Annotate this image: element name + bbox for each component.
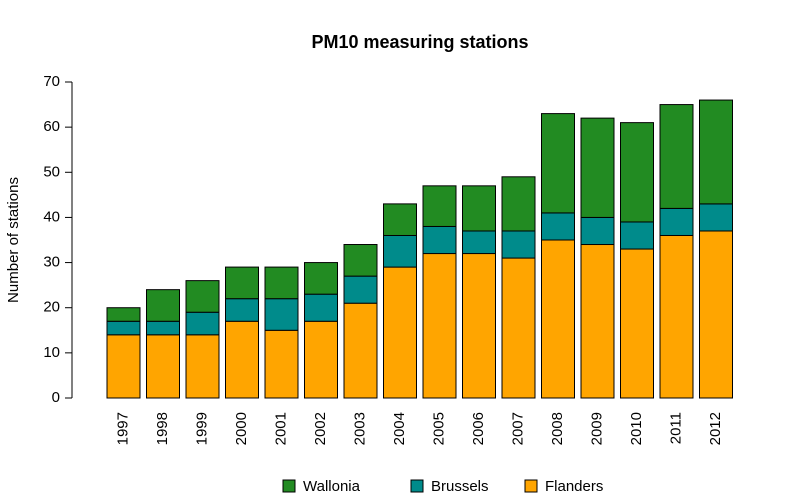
bar-segment [462,185,496,232]
bar-segment [106,334,141,399]
bar-segment [659,207,694,236]
legend-swatch [282,479,296,493]
x-tick-label: 2005 [430,412,447,445]
bar-segment [699,99,733,205]
bar-segment [501,176,536,232]
x-tick-label: 2009 [588,412,605,445]
bar-segment [146,334,180,399]
x-tick-label: 2006 [470,412,487,445]
bar-segment [501,257,536,399]
bar-segment [659,234,694,399]
y-tick-label: 0 [52,389,60,406]
bar-segment [106,320,141,336]
bar-segment [264,266,299,300]
bar-segment [185,280,220,313]
chart-title: PM10 measuring stations [311,32,528,52]
y-tick-label: 20 [43,299,60,316]
bar-segment [541,239,575,399]
bar-segment [422,253,457,399]
bar-segment [343,302,378,399]
bar-segment [304,262,338,295]
bar-segment [343,244,378,277]
legend-label: Flanders [545,478,603,495]
bar-segment [383,266,417,399]
bar-segment [699,230,733,399]
bar-segment [659,104,694,209]
bar-segment [383,203,417,236]
x-tick-label: 2007 [509,412,526,445]
bar-segment [304,293,338,322]
bar-segment [422,225,457,255]
bar-segment [264,329,299,399]
y-axis-label: Number of stations [5,177,22,303]
x-tick-label: 1999 [193,412,210,445]
bar-segment [620,221,654,250]
bar-segment [541,113,575,214]
x-tick-label: 1997 [114,412,131,445]
y-tick-label: 70 [43,73,60,90]
x-tick-label: 2001 [272,412,289,445]
bar-segment [580,117,615,218]
bar-segment [501,230,536,259]
y-tick-label: 40 [43,208,60,225]
bar-segment [422,185,457,227]
y-tick-label: 60 [43,118,60,135]
y-tick-label: 30 [43,254,60,271]
x-tick-label: 2010 [628,412,645,445]
bar-segment [146,289,180,322]
bar-segment [185,334,220,399]
bar-segment [699,203,733,232]
legend-label: Brussels [431,478,489,495]
legend-swatch [524,479,538,493]
bar-segment [225,266,259,300]
x-tick-label: 2003 [351,412,368,445]
bar-segment [185,311,220,336]
bar-segment [462,253,496,399]
legend-swatch [410,479,424,493]
x-tick-label: 2012 [707,412,724,445]
x-tick-label: 1998 [154,412,171,445]
bar-segment [383,234,417,268]
legend-label: Wallonia [303,478,361,495]
bar-segment [264,298,299,331]
bar-segment [343,275,378,304]
bar-segment [462,230,496,255]
bar-segment [225,320,259,399]
bar-segment [620,248,654,399]
x-tick-label: 2011 [667,412,684,444]
bar-segment [580,216,615,246]
bar-segment [225,298,259,322]
bar-segment [146,320,180,336]
x-tick-label: 2000 [233,412,250,445]
bar-segment [541,212,575,241]
bar-segment [620,122,654,223]
x-tick-label: 2008 [549,412,566,445]
bar-segment [304,320,338,399]
y-tick-label: 10 [43,344,60,361]
y-tick-label: 50 [43,163,60,180]
bar-segment [580,244,615,399]
x-tick-label: 2004 [391,412,408,445]
bar-segment [106,307,141,322]
x-tick-label: 2002 [312,412,329,445]
